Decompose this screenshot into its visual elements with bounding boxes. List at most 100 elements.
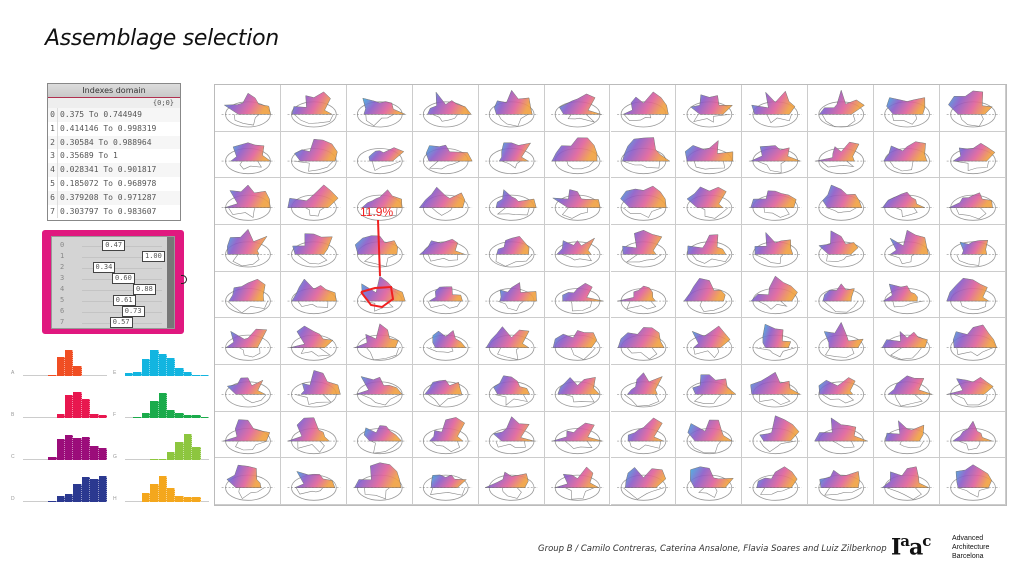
slider-value[interactable]: 0.47 — [102, 240, 126, 251]
assemblage-glyph[interactable] — [551, 466, 604, 501]
grid-cell[interactable] — [478, 178, 545, 225]
assemblage-glyph[interactable] — [419, 329, 473, 361]
grid-cell[interactable] — [676, 85, 743, 132]
grid-cell[interactable] — [610, 225, 677, 272]
assemblage-glyph[interactable] — [814, 469, 868, 501]
grid-cell[interactable] — [280, 131, 347, 179]
slider[interactable]: 6 0.73 — [52, 306, 167, 317]
assemblage-glyph[interactable] — [287, 138, 341, 175]
grid-cell[interactable] — [215, 458, 281, 505]
assemblage-glyph[interactable] — [683, 419, 736, 455]
grid-cell[interactable] — [940, 178, 1006, 225]
grid-cell[interactable] — [346, 131, 413, 179]
assemblage-glyph[interactable] — [814, 417, 868, 455]
grid-cell[interactable] — [544, 178, 611, 225]
slider-value[interactable]: 0.57 — [109, 317, 133, 328]
assemblage-glyph[interactable] — [880, 466, 934, 501]
assemblage-glyph[interactable] — [617, 91, 670, 128]
grid-cell[interactable] — [215, 225, 281, 272]
assemblage-glyph[interactable] — [353, 97, 407, 128]
grid-cell[interactable] — [610, 365, 677, 412]
assemblage-glyph[interactable] — [221, 464, 275, 501]
grid-cell[interactable] — [808, 458, 875, 505]
grid-cell[interactable] — [808, 318, 875, 365]
grid-cell[interactable] — [412, 131, 479, 179]
assemblage-glyph[interactable] — [683, 186, 736, 221]
assemblage-glyph[interactable] — [880, 330, 934, 361]
grid-cell[interactable] — [676, 178, 743, 225]
assemblage-glyph[interactable] — [946, 240, 1000, 268]
grid-cell[interactable] — [742, 178, 809, 225]
slider[interactable]: 5 0.61 — [52, 295, 167, 306]
grid-cell[interactable] — [215, 318, 281, 365]
assemblage-glyph[interactable] — [748, 231, 802, 268]
grid-cell[interactable] — [478, 131, 545, 179]
assemblage-glyph[interactable] — [748, 90, 802, 128]
grid-cell[interactable] — [742, 365, 809, 412]
assemblage-glyph[interactable] — [946, 464, 1000, 501]
assemblage-glyph[interactable] — [880, 229, 934, 268]
assemblage-glyph[interactable] — [221, 278, 275, 315]
grid-cell[interactable] — [940, 225, 1006, 272]
grid-cell[interactable] — [280, 458, 347, 505]
grid-cell[interactable] — [412, 458, 479, 505]
assemblage-glyph[interactable] — [683, 325, 736, 361]
assemblage-glyph[interactable] — [419, 91, 473, 128]
assemblage-glyph[interactable] — [419, 144, 473, 175]
assemblage-glyph[interactable] — [880, 97, 934, 128]
grid-cell[interactable] — [412, 271, 479, 319]
grid-cell[interactable] — [215, 178, 281, 225]
grid-cell[interactable] — [808, 85, 875, 132]
assemblage-glyph[interactable] — [748, 190, 802, 221]
assemblage-glyph[interactable] — [287, 470, 341, 501]
grid-cell[interactable] — [676, 271, 743, 319]
grid-cell[interactable] — [412, 85, 479, 132]
grid-cell[interactable] — [610, 85, 677, 132]
grid-cell[interactable] — [412, 178, 479, 225]
grid-cell[interactable] — [215, 411, 281, 459]
assemblage-glyph[interactable] — [814, 141, 868, 175]
grid-cell[interactable] — [940, 271, 1006, 319]
assemblage-glyph[interactable] — [287, 370, 341, 408]
assemblage-glyph[interactable] — [485, 142, 538, 175]
slider-value[interactable]: 0.73 — [121, 306, 145, 317]
grid-cell[interactable] — [610, 318, 677, 365]
slider[interactable]: 7 0.57 — [52, 317, 167, 328]
assemblage-glyph[interactable] — [946, 192, 1000, 221]
output-grip[interactable] — [181, 275, 187, 284]
assemblage-glyph[interactable] — [683, 466, 736, 501]
assemblage-glyph[interactable] — [748, 415, 802, 455]
assemblage-glyph[interactable] — [683, 234, 736, 268]
assemblage-glyph[interactable] — [946, 142, 1000, 175]
grid-cell[interactable] — [478, 458, 545, 505]
assemblage-glyph[interactable] — [418, 186, 473, 221]
grid-cell[interactable] — [280, 411, 347, 459]
assemblage-glyph[interactable] — [748, 323, 802, 361]
assemblage-glyph[interactable] — [287, 417, 341, 455]
grid-cell[interactable] — [742, 85, 809, 132]
assemblage-glyph[interactable] — [287, 91, 341, 128]
slider-value[interactable]: 0.34 — [92, 262, 116, 273]
grid-cell[interactable] — [874, 131, 941, 179]
assemblage-glyph[interactable] — [221, 419, 275, 455]
assemblage-glyph[interactable] — [485, 326, 538, 361]
assemblage-glyph[interactable] — [617, 467, 670, 501]
assemblage-glyph[interactable] — [353, 189, 407, 221]
slider[interactable]: 0 0.47 — [52, 240, 167, 251]
assemblage-glyph[interactable] — [353, 462, 407, 501]
assemblage-glyph[interactable] — [353, 425, 407, 455]
slider[interactable]: 3 0.60 — [52, 273, 167, 284]
assemblage-glyph[interactable] — [617, 372, 670, 408]
grid-cell[interactable] — [215, 85, 281, 132]
assemblage-glyph[interactable] — [551, 282, 604, 315]
grid-cell[interactable] — [610, 458, 677, 505]
assemblage-glyph[interactable] — [353, 376, 407, 408]
grid-cell[interactable] — [874, 365, 941, 412]
assemblage-glyph[interactable] — [617, 327, 670, 361]
grid-cell[interactable] — [478, 318, 545, 365]
grid-cell[interactable] — [215, 131, 281, 179]
grid-cell[interactable] — [676, 131, 743, 179]
assemblage-glyph[interactable] — [419, 238, 473, 268]
grid-cell[interactable] — [676, 458, 743, 505]
assemblage-glyph[interactable] — [221, 184, 275, 221]
